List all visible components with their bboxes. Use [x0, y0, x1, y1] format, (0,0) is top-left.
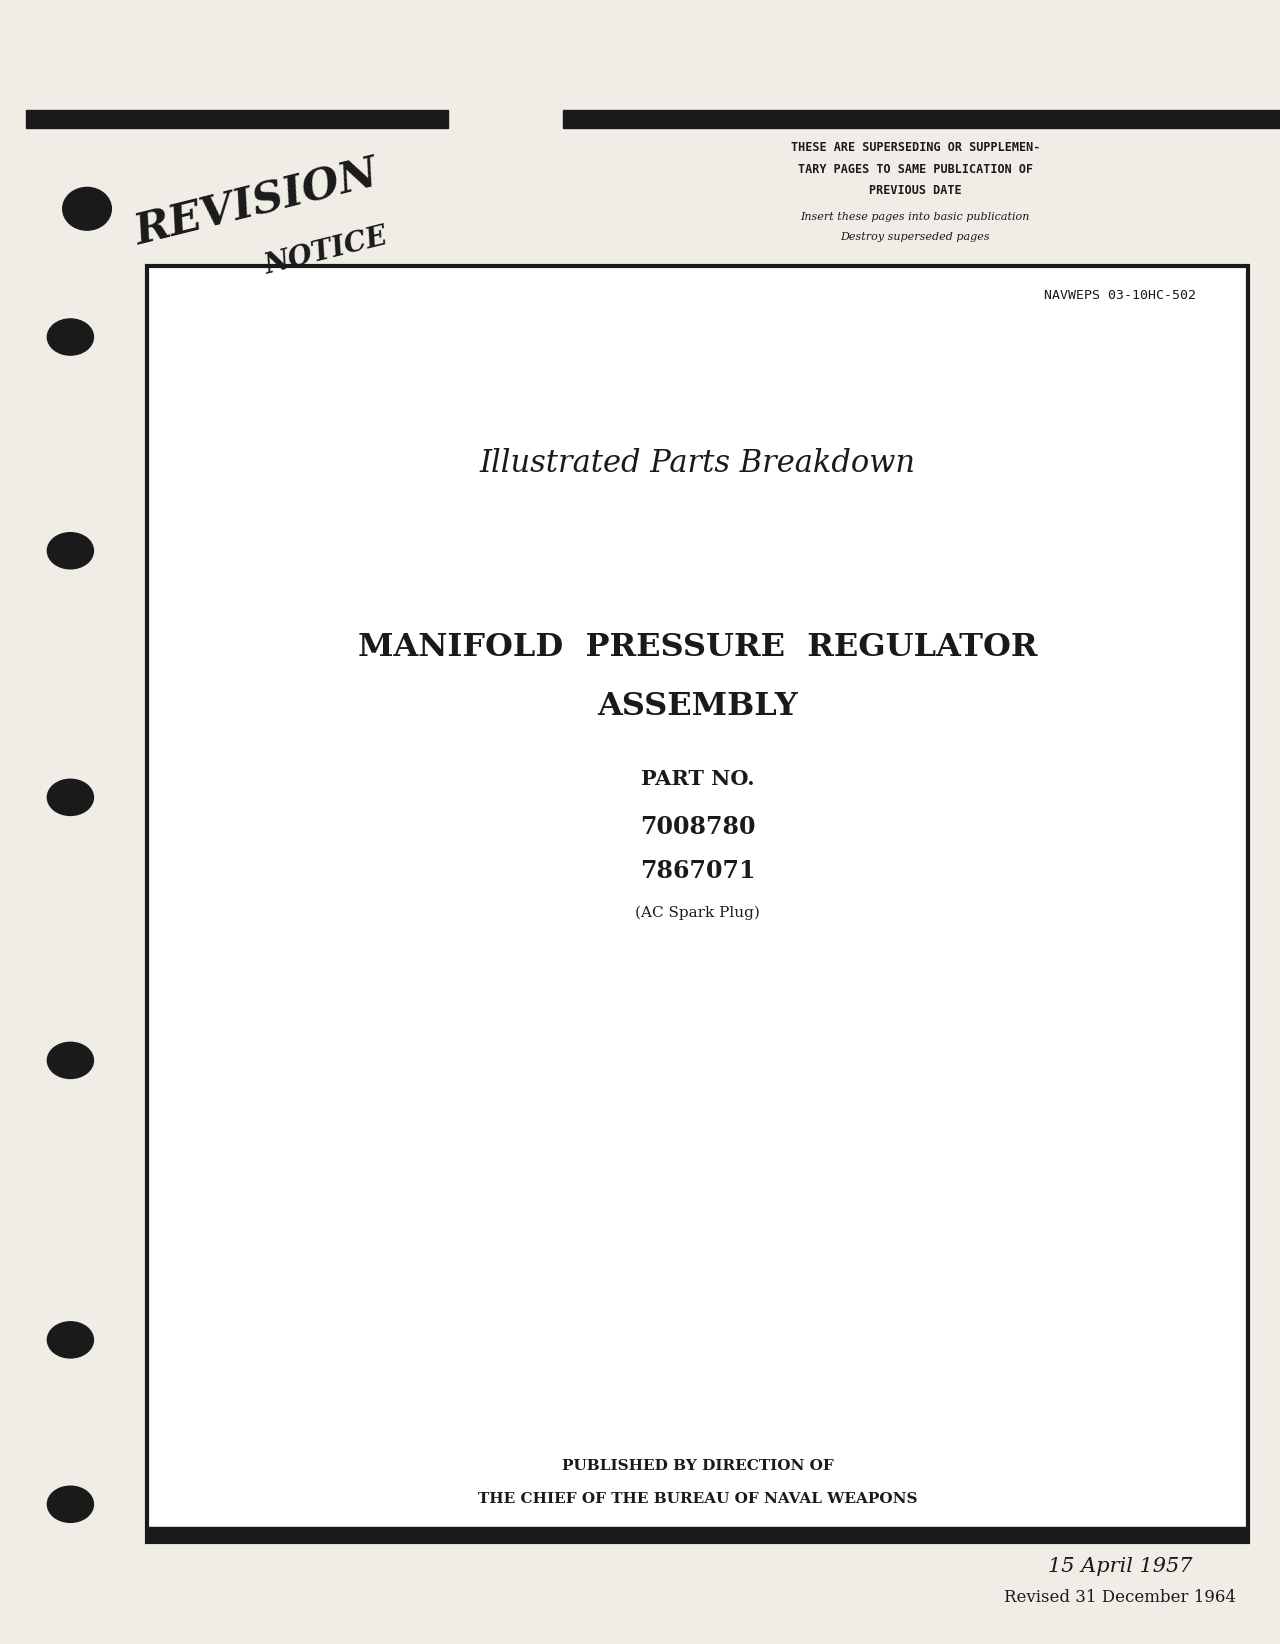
Bar: [26, 110, 448, 128]
Text: 7867071: 7867071: [640, 860, 755, 883]
Text: Revised 31 December 1964: Revised 31 December 1964: [1004, 1590, 1236, 1606]
Ellipse shape: [47, 319, 93, 355]
Text: Destroy superseded pages: Destroy superseded pages: [841, 232, 989, 242]
Text: 7008780: 7008780: [640, 815, 755, 838]
Text: PREVIOUS DATE: PREVIOUS DATE: [869, 184, 961, 197]
Ellipse shape: [47, 533, 93, 569]
Ellipse shape: [47, 1042, 93, 1078]
Text: THE CHIEF OF THE BUREAU OF NAVAL WEAPONS: THE CHIEF OF THE BUREAU OF NAVAL WEAPONS: [477, 1493, 918, 1506]
Text: (AC Spark Plug): (AC Spark Plug): [635, 906, 760, 919]
Text: NOTICE: NOTICE: [262, 224, 390, 279]
Text: Insert these pages into basic publication: Insert these pages into basic publicatio…: [800, 212, 1030, 222]
Text: PART NO.: PART NO.: [641, 769, 754, 789]
Ellipse shape: [63, 187, 111, 230]
Text: THESE ARE SUPERSEDING OR SUPPLEMEN-: THESE ARE SUPERSEDING OR SUPPLEMEN-: [791, 141, 1039, 155]
Bar: [147, 266, 1248, 1542]
Text: ASSEMBLY: ASSEMBLY: [598, 692, 797, 722]
Text: REVISION: REVISION: [129, 153, 383, 255]
Ellipse shape: [47, 779, 93, 815]
Text: TARY PAGES TO SAME PUBLICATION OF: TARY PAGES TO SAME PUBLICATION OF: [797, 163, 1033, 176]
Text: PUBLISHED BY DIRECTION OF: PUBLISHED BY DIRECTION OF: [562, 1460, 833, 1473]
Text: 15 April 1957: 15 April 1957: [1048, 1557, 1192, 1577]
Ellipse shape: [47, 1322, 93, 1358]
Text: MANIFOLD  PRESSURE  REGULATOR: MANIFOLD PRESSURE REGULATOR: [358, 633, 1037, 663]
Bar: [147, 266, 1248, 1542]
Text: NAVWEPS 03-10HC-502: NAVWEPS 03-10HC-502: [1044, 289, 1196, 302]
Bar: [563, 110, 1280, 128]
Ellipse shape: [47, 1486, 93, 1522]
Text: Illustrated Parts Breakdown: Illustrated Parts Breakdown: [480, 449, 915, 478]
Bar: [147, 1527, 1248, 1542]
